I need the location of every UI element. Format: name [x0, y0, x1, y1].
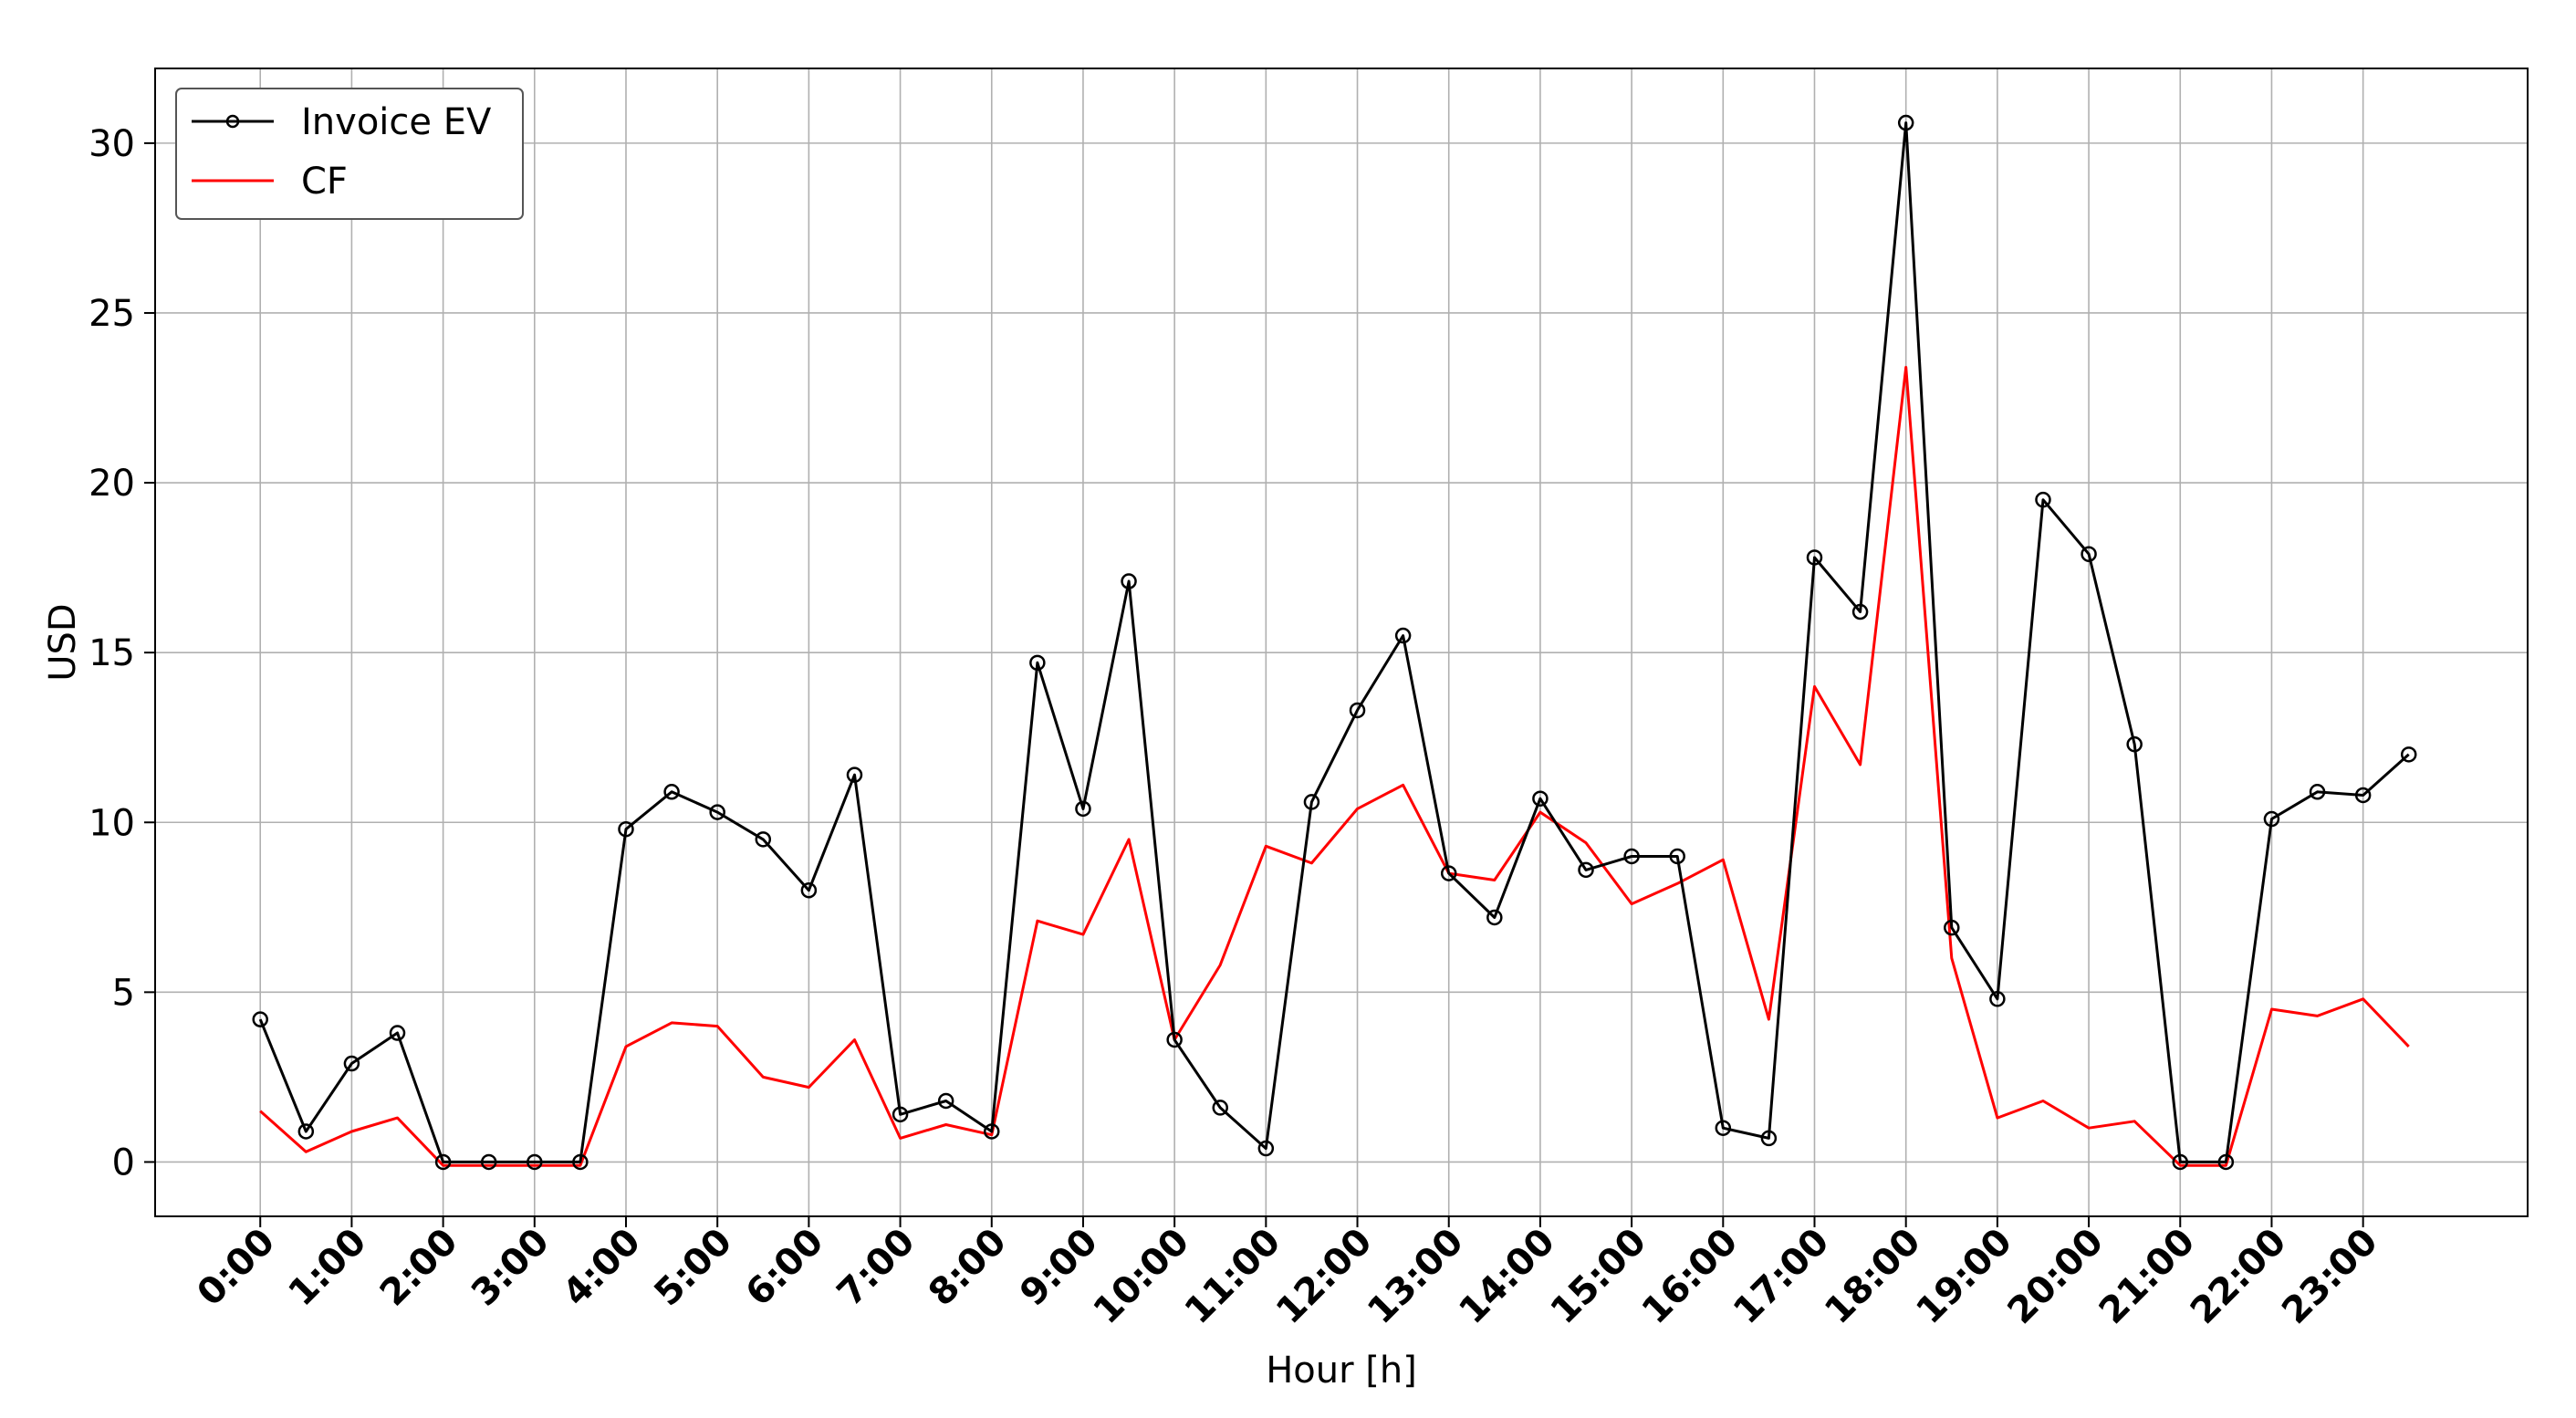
data-point-invoice-ev — [1944, 919, 1960, 936]
series-line-cf — [259, 366, 2410, 1167]
x-tick-label: 1:00 — [281, 1221, 375, 1315]
data-point-invoice-ev — [1851, 603, 1869, 620]
x-tick-label: 16:00 — [1634, 1221, 1747, 1333]
x-tick-label: 12:00 — [1268, 1221, 1381, 1333]
data-point-invoice-ev — [2400, 746, 2417, 763]
x-tick-label: 14:00 — [1451, 1221, 1563, 1333]
data-point-invoice-ev — [2081, 546, 2097, 562]
data-point-invoice-ev — [1897, 114, 1914, 131]
data-point-invoice-ev — [1532, 790, 1549, 807]
y-tick-label: 0 — [112, 1142, 135, 1183]
data-point-invoice-ev — [1715, 1120, 1732, 1136]
plot-background — [155, 68, 2528, 1216]
data-point-invoice-ev — [663, 784, 680, 800]
y-axis-label: USD — [42, 603, 84, 681]
data-point-invoice-ev — [2126, 735, 2143, 753]
x-tick-label: 0:00 — [189, 1221, 283, 1315]
data-point-invoice-ev — [1440, 865, 1457, 881]
data-point-invoice-ev — [1578, 861, 1594, 879]
data-point-invoice-ev — [1349, 702, 1366, 719]
data-point-invoice-ev — [2354, 787, 2372, 804]
x-tick-label: 23:00 — [2274, 1221, 2386, 1333]
data-point-invoice-ev — [846, 766, 863, 783]
data-point-invoice-ev — [2035, 491, 2051, 508]
data-point-invoice-ev — [1121, 573, 1137, 589]
legend-label-invoice-ev: Invoice EV — [301, 101, 492, 143]
data-point-invoice-ev — [709, 804, 725, 820]
x-tick-label: 8:00 — [921, 1221, 1015, 1315]
data-point-invoice-ev — [618, 820, 634, 838]
data-point-invoice-ev — [434, 1153, 452, 1171]
data-point-invoice-ev — [480, 1153, 497, 1171]
x-tick-label: 19:00 — [1908, 1221, 2020, 1333]
data-point-invoice-ev — [1075, 800, 1091, 818]
y-axis-ticks: 0 5 10 15 20 25 30 — [89, 123, 155, 1183]
data-point-invoice-ev — [2263, 810, 2280, 828]
data-point-invoice-ev — [1623, 848, 1640, 865]
x-tick-label: 7:00 — [829, 1221, 923, 1315]
x-tick-label: 5:00 — [646, 1221, 740, 1315]
legend-marker-invoice-ev — [225, 114, 240, 129]
legend-label-cf: CF — [301, 161, 348, 203]
data-point-invoice-ev — [527, 1153, 543, 1171]
data-point-invoice-ev — [1669, 848, 1685, 865]
data-point-invoice-ev — [755, 831, 772, 848]
x-tick-label: 18:00 — [1817, 1221, 1929, 1333]
data-point-invoice-ev — [1257, 1140, 1275, 1157]
series-line-invoice-ev — [258, 121, 2410, 1163]
data-point-invoice-ev — [343, 1055, 360, 1072]
x-tick-label: 13:00 — [1360, 1221, 1472, 1333]
data-point-invoice-ev — [1303, 794, 1320, 810]
data-point-invoice-ev — [252, 1011, 268, 1027]
data-point-invoice-ev — [800, 881, 818, 899]
data-point-invoice-ev — [1212, 1100, 1228, 1116]
data-point-invoice-ev — [1166, 1031, 1183, 1048]
y-tick-label: 15 — [89, 632, 135, 674]
x-tick-label: 17:00 — [1726, 1221, 1838, 1333]
legend: Invoice EV CF — [175, 88, 524, 220]
series-layer — [252, 114, 2417, 1171]
data-point-invoice-ev — [937, 1092, 954, 1110]
x-tick-label: 6:00 — [738, 1221, 832, 1315]
data-point-invoice-ev — [1806, 549, 1823, 566]
x-tick-label: 22:00 — [2183, 1221, 2295, 1333]
data-point-invoice-ev — [297, 1123, 315, 1140]
x-tick-label: 20:00 — [2000, 1221, 2112, 1333]
data-point-invoice-ev — [572, 1153, 589, 1171]
x-tick-label: 15:00 — [1543, 1221, 1655, 1333]
x-tick-label: 4:00 — [555, 1221, 649, 1315]
y-tick-label: 20 — [89, 463, 135, 505]
data-point-invoice-ev — [1394, 627, 1412, 644]
data-point-invoice-ev — [2217, 1153, 2235, 1171]
data-point-invoice-ev — [1989, 991, 2006, 1007]
data-point-invoice-ev — [2309, 784, 2326, 800]
y-tick-label: 5 — [112, 972, 135, 1014]
y-tick-label: 25 — [89, 293, 135, 335]
x-tick-label: 3:00 — [464, 1221, 558, 1315]
x-tick-label: 21:00 — [2091, 1221, 2204, 1333]
data-point-invoice-ev — [1029, 654, 1046, 672]
x-axis-label: Hour [h] — [1266, 1350, 1417, 1392]
grid-lines — [155, 68, 2528, 1216]
x-tick-label: 11:00 — [1177, 1221, 1289, 1333]
data-point-invoice-ev — [984, 1123, 1000, 1140]
data-point-invoice-ev — [2172, 1153, 2189, 1171]
x-axis-ticks: 0:001:002:003:004:005:006:007:008:009:00… — [189, 1216, 2386, 1333]
y-tick-label: 10 — [89, 802, 135, 844]
x-tick-label: 2:00 — [372, 1221, 466, 1315]
data-point-invoice-ev — [892, 1106, 909, 1123]
data-point-invoice-ev — [1760, 1130, 1778, 1147]
data-point-invoice-ev — [389, 1025, 406, 1041]
x-tick-label: 10:00 — [1086, 1221, 1198, 1333]
data-point-invoice-ev — [1486, 909, 1503, 926]
plot-frame — [154, 68, 2529, 1217]
y-tick-label: 30 — [89, 123, 135, 165]
